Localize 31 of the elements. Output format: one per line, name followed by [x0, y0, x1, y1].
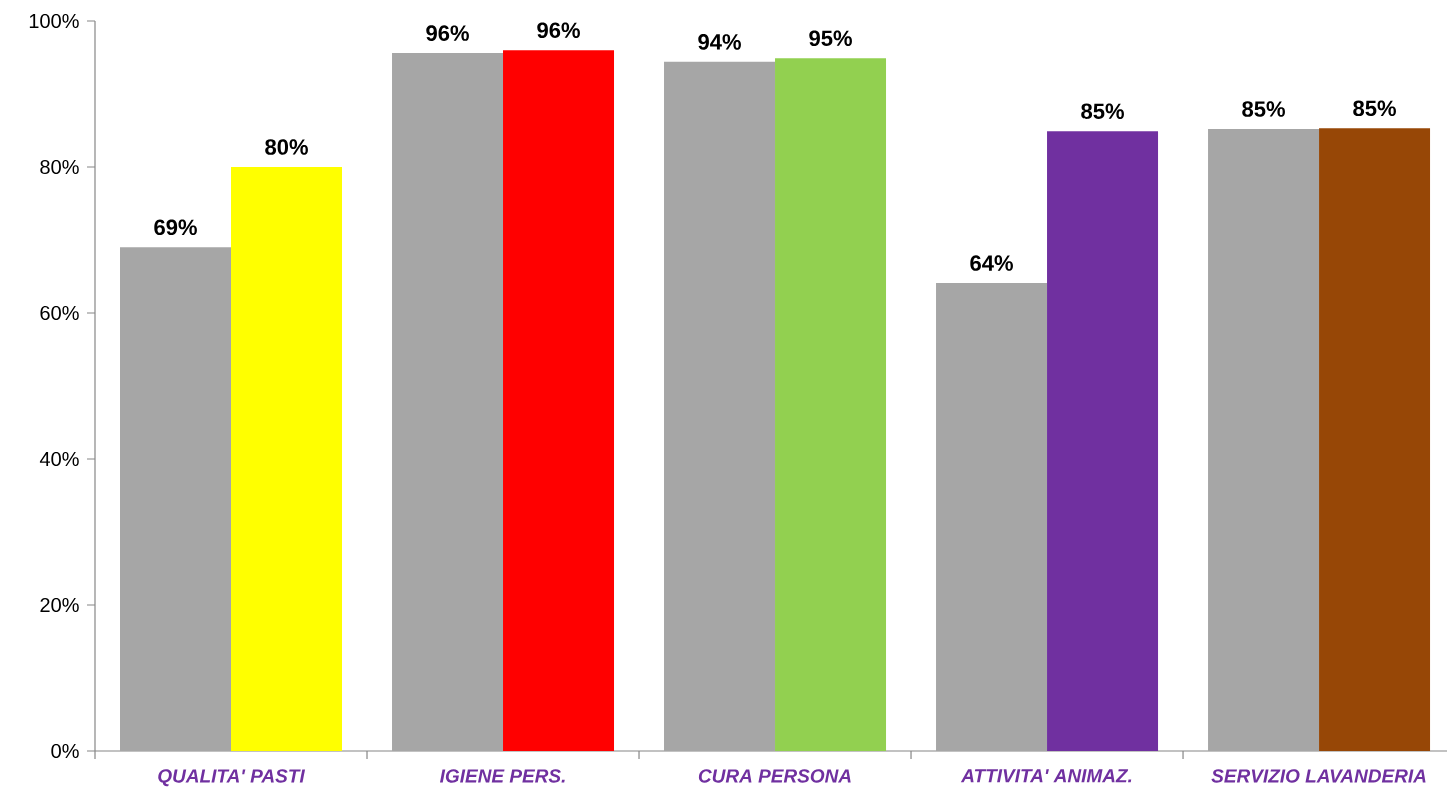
data-label: 69%	[154, 219, 197, 236]
bar	[1319, 128, 1431, 751]
data-label: 85%	[1353, 100, 1396, 117]
data-label: 85%	[1242, 101, 1285, 117]
x-tick-label: ATTIVITA' ANIMAZ.	[960, 769, 1132, 783]
y-tick-label: 40%	[39, 451, 79, 467]
bar	[1047, 131, 1159, 751]
data-label: 96%	[426, 25, 469, 41]
data-label: 85%	[1081, 103, 1124, 120]
data-label: 64%	[970, 255, 1013, 271]
y-tick-label: 0%	[51, 743, 79, 759]
data-label: 94%	[698, 34, 741, 50]
data-label: 95%	[809, 30, 852, 47]
bar	[231, 166, 343, 751]
x-tick-label: IGIENE PERS.	[439, 769, 565, 783]
y-tick-label: 20%	[40, 597, 79, 613]
data-label: 96%	[537, 22, 580, 38]
x-tick-label: CURA PERSONA	[698, 769, 851, 783]
bar	[664, 61, 776, 751]
bar	[1208, 129, 1320, 751]
y-tick-label: 100%	[29, 13, 79, 29]
y-tick-label: 60%	[40, 305, 79, 321]
x-tick-label: QUALITA' PASTI	[158, 769, 306, 787]
data-label: 80%	[265, 139, 308, 155]
bar	[120, 247, 232, 751]
bar	[936, 283, 1048, 751]
bar	[775, 58, 887, 751]
x-tick-label: SERVIZIO LAVANDERIA	[1211, 769, 1426, 783]
bar	[503, 50, 615, 751]
bar	[392, 53, 504, 751]
y-tick-label: 80%	[40, 159, 79, 175]
